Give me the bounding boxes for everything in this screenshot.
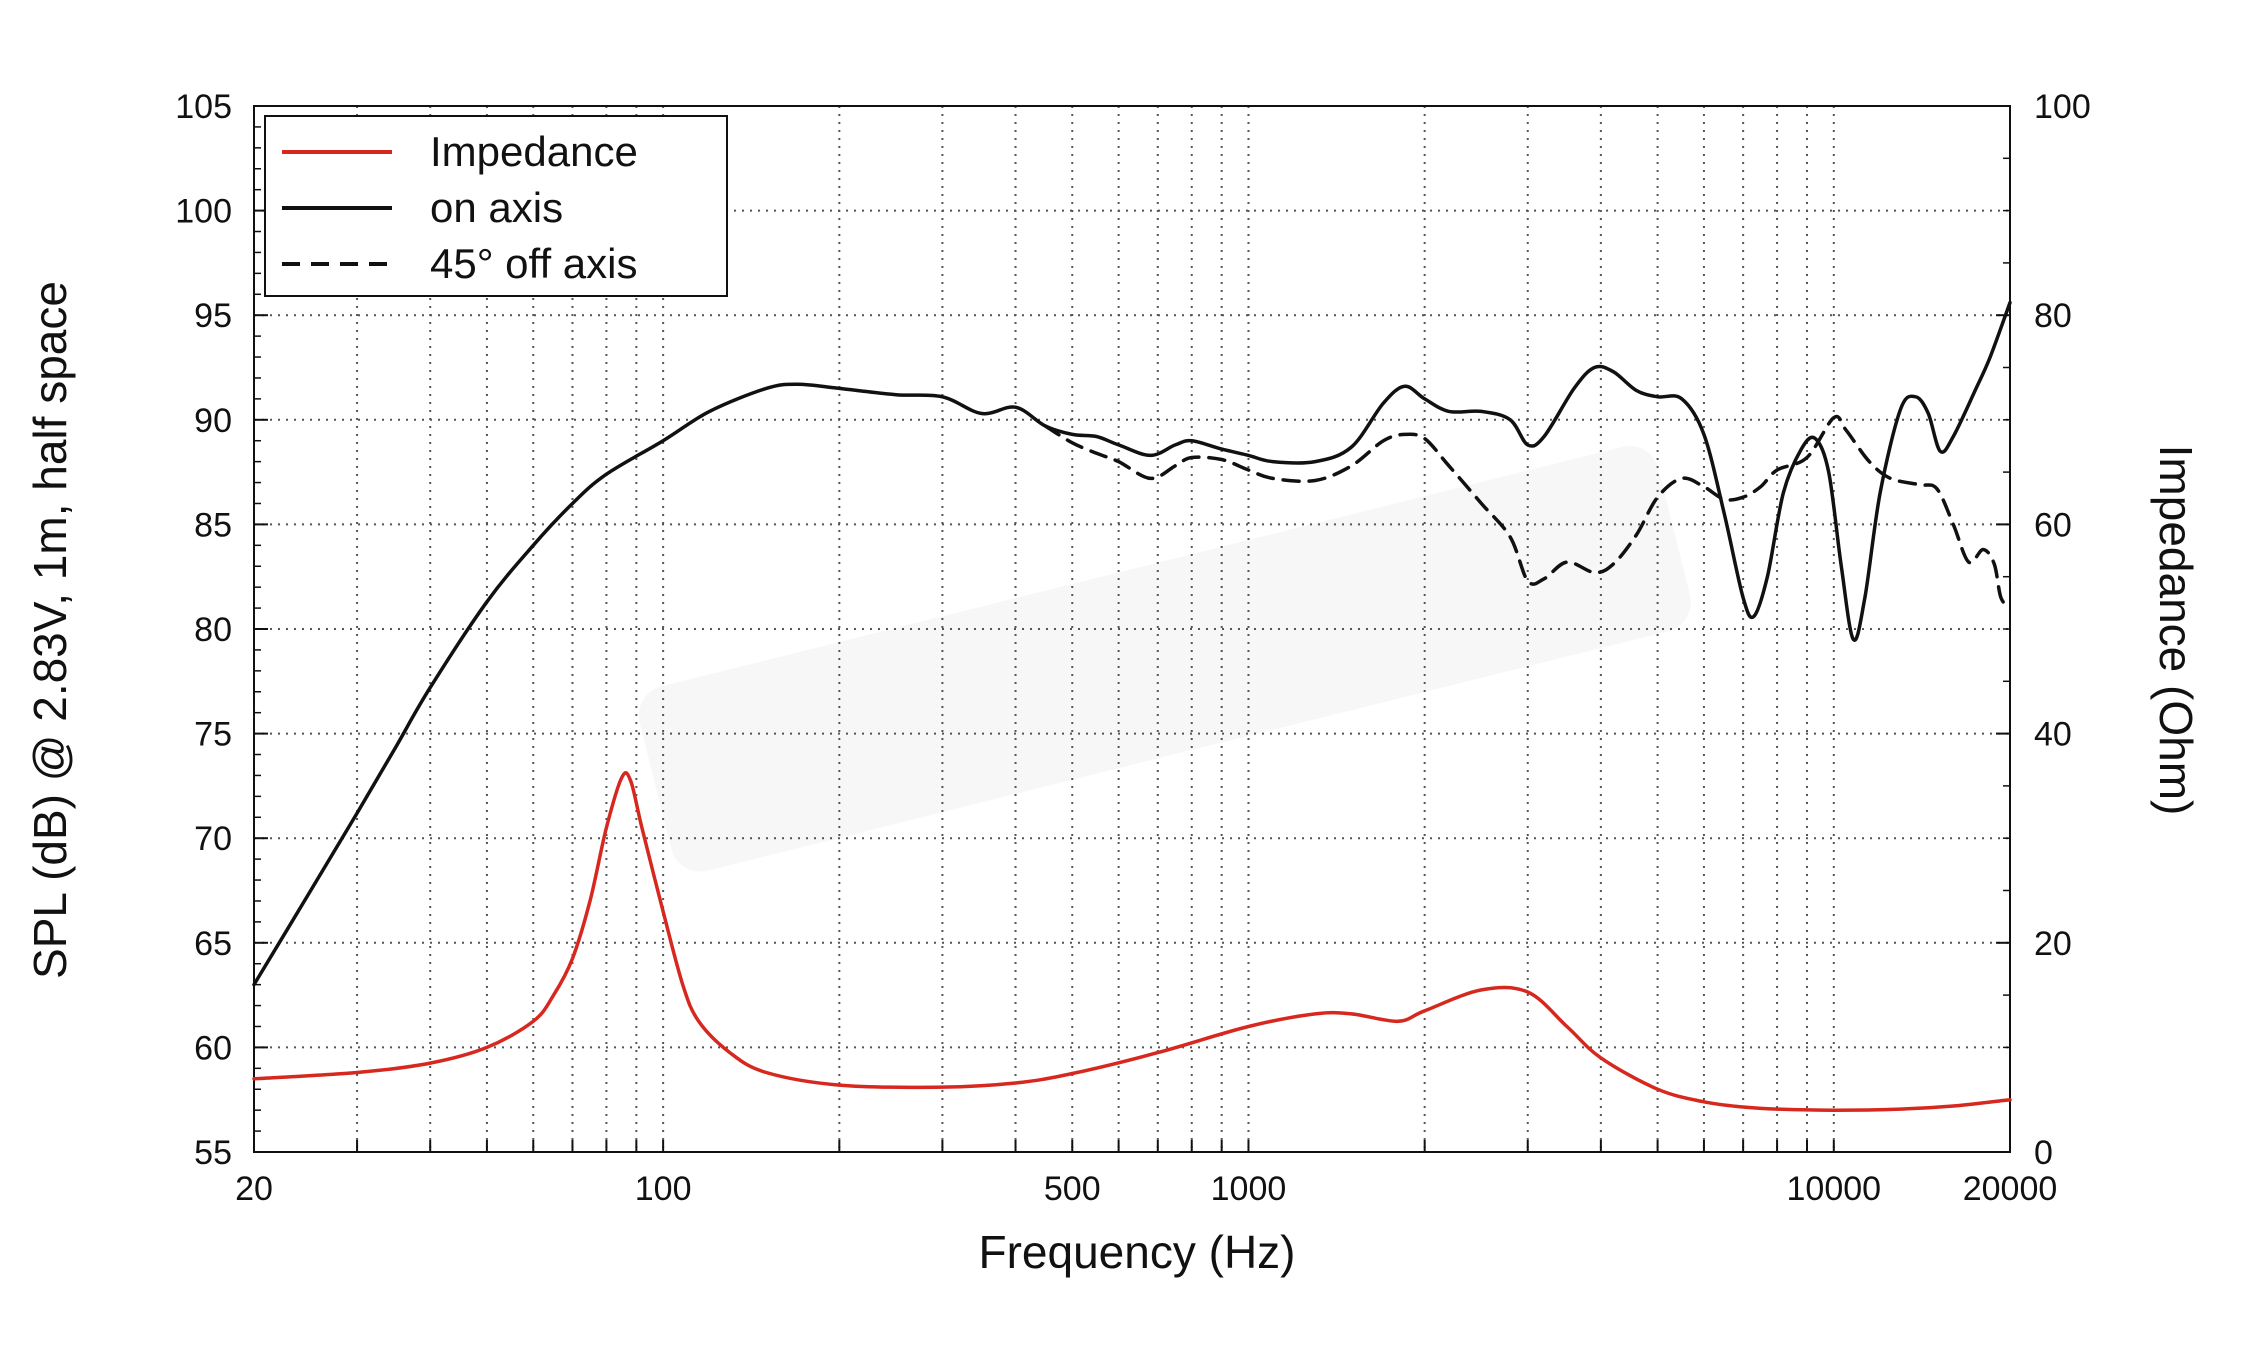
chart-legend: Impedance on axis 45° off axis: [264, 115, 728, 297]
chart-series: [252, 300, 2012, 1112]
y-left-tick-label: 65: [194, 925, 232, 963]
y-left-tick-label: 85: [194, 506, 232, 544]
legend-label-impedance: Impedance: [430, 128, 638, 175]
y-left-axis-title: SPL (dB) @ 2.83V, 1m, half space: [24, 281, 76, 979]
y-left-tick-label: 70: [194, 820, 232, 858]
y-right-axis-tick-labels: 0 20 40 60 80 100: [2034, 88, 2091, 1172]
y-right-axis-title: Impedance (Ohm): [2150, 445, 2202, 816]
series-line-on-axis: [252, 300, 2012, 987]
x-tick-label: 20: [235, 1170, 273, 1208]
brand-watermark: [638, 445, 1691, 872]
x-tick-label: 1000: [1211, 1170, 1287, 1208]
x-axis-tick-labels: 20 100 500 1000 10000 20000: [235, 1170, 2057, 1208]
series-line-off-axis: [1043, 414, 2012, 610]
x-tick-label: 10000: [1787, 1170, 1882, 1208]
x-tick-label: 20000: [1963, 1170, 2058, 1208]
y-right-tick-label: 80: [2034, 297, 2072, 335]
y-left-tick-label: 55: [194, 1134, 232, 1172]
x-tick-label: 100: [635, 1170, 692, 1208]
x-tick-label: 500: [1044, 1170, 1101, 1208]
y-left-tick-label: 60: [194, 1029, 232, 1067]
y-left-tick-label: 75: [194, 716, 232, 754]
y-left-tick-label: 80: [194, 611, 232, 649]
x-axis-title: Frequency (Hz): [979, 1226, 1296, 1278]
y-left-axis-tick-labels: 55 60 65 70 75 80 85 90 95 100 105: [175, 88, 232, 1172]
legend-label-off-axis: 45° off axis: [430, 240, 637, 287]
y-right-tick-label: 20: [2034, 925, 2072, 963]
y-right-tick-label: 40: [2034, 716, 2072, 754]
y-left-tick-label: 90: [194, 402, 232, 440]
y-right-tick-label: 60: [2034, 506, 2072, 544]
legend-label-on-axis: on axis: [430, 184, 563, 231]
y-right-tick-label: 100: [2034, 88, 2091, 126]
axis-ticks: [253, 105, 2011, 1153]
y-left-tick-label: 95: [194, 297, 232, 335]
series-line-impedance: [252, 771, 2012, 1112]
y-left-tick-label: 100: [175, 193, 232, 231]
y-left-tick-label: 105: [175, 88, 232, 126]
y-right-tick-label: 0: [2034, 1134, 2053, 1172]
